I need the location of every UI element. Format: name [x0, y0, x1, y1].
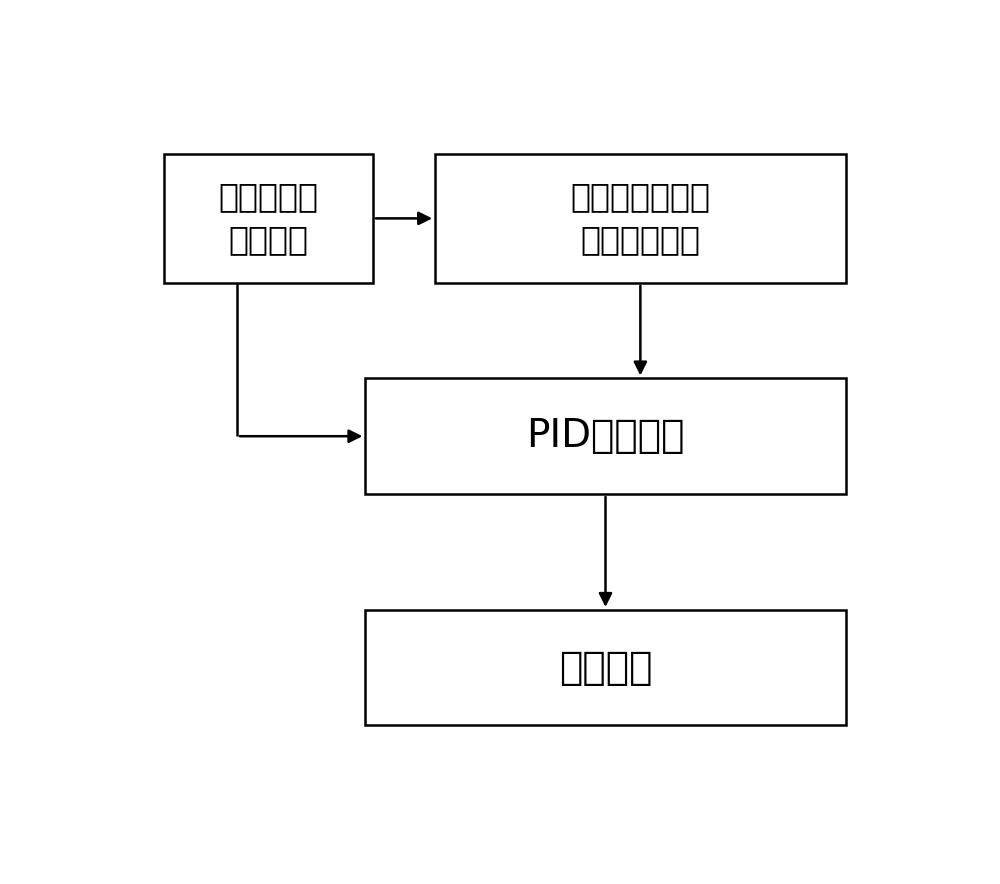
Bar	[435, 154, 846, 283]
Bar	[164, 154, 373, 283]
Text: PID运算单元: PID运算单元	[526, 417, 685, 455]
Text: 随动控制温度目
标值运算单元: 随动控制温度目 标值运算单元	[570, 180, 710, 256]
Bar	[365, 378, 846, 494]
Text: 输出单元: 输出单元	[559, 649, 652, 687]
Text: 温度测量值
获取单元: 温度测量值 获取单元	[218, 180, 318, 256]
Bar	[365, 610, 846, 726]
